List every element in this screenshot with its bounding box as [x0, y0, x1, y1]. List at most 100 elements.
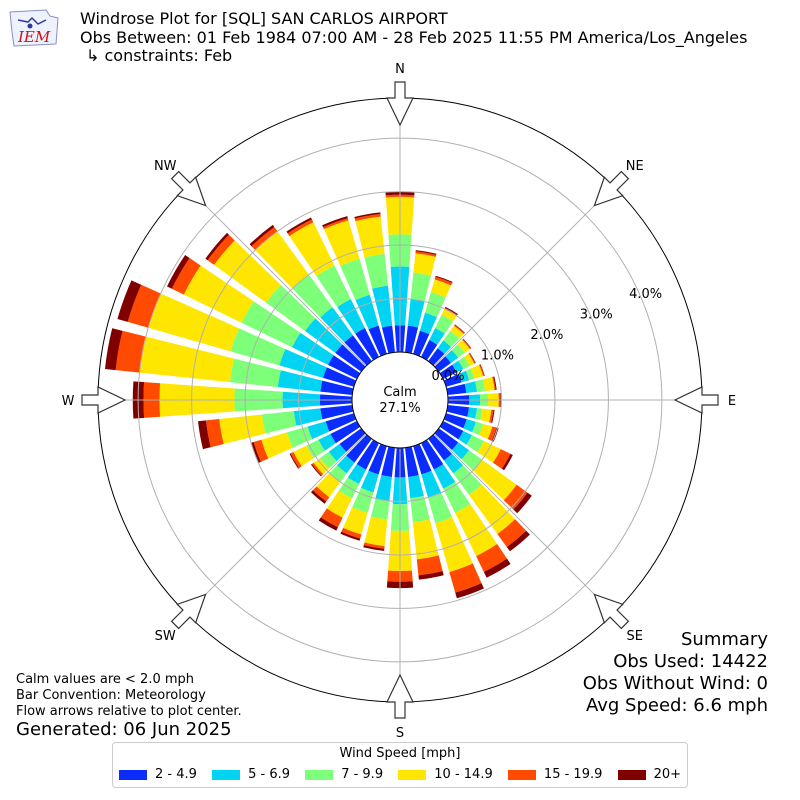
bar-200-bin5 [340, 531, 361, 541]
bar-70-bin2 [465, 368, 475, 381]
bar-220-bin0 [346, 434, 372, 463]
bar-250-bin5 [251, 441, 261, 464]
bar-310-bin3 [214, 240, 281, 303]
flow-arrow-icon [81, 386, 127, 414]
bar-230-bin5 [310, 464, 322, 477]
bar-230-bin4 [311, 462, 324, 476]
bar-230-bin3 [313, 458, 329, 475]
bar-260-bin1 [293, 408, 323, 426]
bar-290-bin0 [323, 367, 357, 387]
bar-110-bin0 [443, 413, 467, 429]
bar-140-bin1 [443, 453, 464, 474]
bar-290-bin3 [148, 293, 239, 352]
bar-100-bin3 [480, 408, 492, 423]
bar-190-bin3 [364, 516, 388, 547]
legend-item: 7 - 9.9 [305, 767, 383, 782]
bar-160-bin2 [427, 492, 453, 524]
bar-50-bin5 [462, 338, 472, 349]
bar-340-bin1 [355, 294, 379, 330]
compass-label-E: E [728, 394, 736, 409]
bar-70-bin1 [458, 370, 470, 383]
flow-arrow-icon [593, 593, 630, 630]
bar-330-bin0 [355, 328, 379, 361]
bar-120-bin2 [466, 435, 484, 453]
compass-label-W: W [62, 394, 75, 409]
bar-50-bin0 [434, 356, 451, 372]
bar-190-bin1 [375, 475, 392, 501]
bar-230-bin1 [328, 443, 347, 462]
calm-note: Calm values are < 2.0 mph [16, 672, 195, 687]
bar-30-bin5 [444, 306, 458, 315]
bar-340-bin3 [323, 220, 360, 266]
legend: Wind Speed [mph] 2 - 4.9 5 - 6.9 7 - 9.9 10… [112, 742, 688, 788]
bar-20-bin4 [434, 276, 453, 286]
bar-100-bin2 [475, 408, 483, 421]
bar-220-bin5 [310, 490, 327, 504]
bar-330-bin4 [287, 219, 314, 237]
bar-240-bin4 [290, 451, 302, 469]
bar-300-bin0 [328, 355, 361, 379]
bar-70-bin0 [443, 373, 462, 387]
bar-170-bin5 [418, 571, 444, 580]
bar-250-bin1 [307, 421, 330, 440]
bar-290-bin2 [230, 328, 286, 366]
bar-260-bin0 [320, 405, 354, 420]
bar-40-bin4 [453, 324, 465, 334]
bar-240-bin0 [330, 421, 361, 444]
flow-arrow-icon [170, 170, 207, 207]
bar-120-bin3 [477, 440, 501, 463]
bar-200-bin3 [343, 507, 368, 535]
bar-30-bin0 [421, 340, 438, 361]
grid-spoke [433, 186, 614, 367]
bar-280-bin4 [115, 330, 146, 373]
compass-label-SW: SW [155, 629, 176, 644]
legend-swatch [507, 769, 536, 780]
bar-60-bin2 [458, 356, 470, 370]
bar-250-bin4 [253, 439, 269, 462]
bar-300-bin3 [183, 265, 254, 323]
bar-140-bin4 [497, 519, 527, 547]
calm-circle [351, 351, 449, 449]
bar-30-bin1 [429, 328, 445, 345]
bar-150-bin5 [483, 558, 511, 578]
grid-spoke [186, 186, 367, 367]
bar-10-bin4 [415, 251, 437, 257]
bar-120-bin5 [501, 453, 513, 471]
bar-250-bin3 [261, 432, 293, 459]
radial-tick-label: 4.0% [629, 287, 662, 302]
bar-100-bin4 [489, 409, 494, 423]
chart-subtitle: Obs Between: 01 Feb 1984 07:00 AM - 28 F… [80, 28, 748, 47]
bar-160-bin4 [449, 563, 482, 593]
compass-label-NE: NE [626, 159, 644, 174]
bar-100-bin1 [467, 407, 477, 419]
bar-240-bin2 [306, 439, 325, 459]
bar-50-bin4 [462, 339, 471, 350]
bar-60-bin4 [468, 353, 476, 364]
obs-without-wind: Obs Without Wind: 0 [582, 673, 768, 694]
bar-290-bin5 [117, 280, 142, 322]
bar-240-bin1 [318, 433, 336, 451]
bar-280-bin5 [104, 328, 123, 371]
legend-item: 20+ [617, 767, 681, 782]
compass-label-SE: SE [627, 629, 643, 644]
bar-30-bin2 [435, 314, 454, 334]
bar-330-bin1 [337, 299, 365, 334]
bar-10-bin2 [410, 272, 432, 302]
flow-arrows-note: Flow arrows relative to plot center. [16, 704, 242, 719]
logo-text: IEM [17, 28, 51, 46]
constraints-label: ↳ constraints: Feb [86, 46, 233, 65]
bar-170-bin3 [412, 519, 439, 560]
bar-40-bin0 [428, 348, 445, 366]
bar-340-bin0 [368, 325, 387, 357]
bar-290-bin1 [279, 348, 327, 378]
grid-spoke [433, 433, 614, 614]
iem-logo: IEM [9, 9, 59, 47]
bar-210-bin5 [318, 517, 338, 531]
bar-160-bin5 [455, 583, 484, 599]
bar-320-bin4 [251, 227, 278, 251]
bar-320-bin5 [249, 224, 275, 247]
bar-120-bin4 [492, 449, 511, 469]
chart-title: Windrose Plot for [SQL] SAN CARLOS AIRPO… [80, 9, 448, 28]
bar-160-bin1 [421, 470, 442, 498]
bar-110-bin3 [479, 423, 493, 440]
